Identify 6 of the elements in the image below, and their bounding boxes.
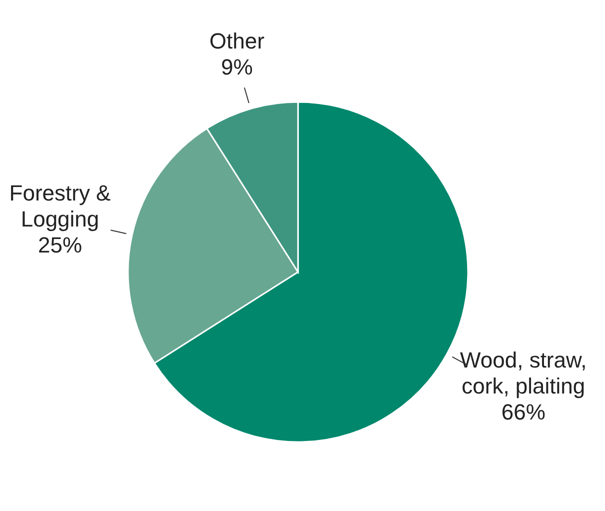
- data-label: 25%: [38, 232, 82, 258]
- data-label: 66%: [501, 400, 546, 425]
- slice-label: Forestry & Logging: [9, 180, 112, 232]
- data-label: 9%: [221, 54, 253, 80]
- slice-label: Wood, straw, cork, plaiting: [460, 348, 587, 399]
- slice-label: Other: [209, 28, 264, 54]
